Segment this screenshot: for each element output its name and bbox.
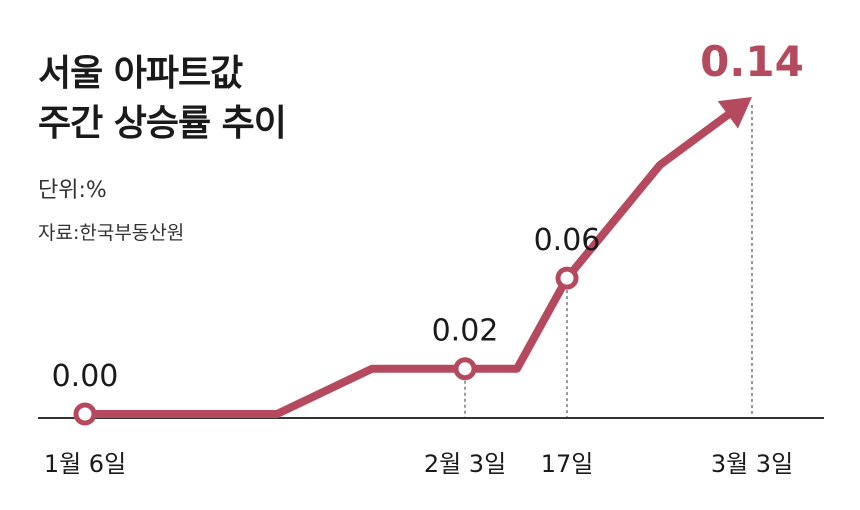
source-label: 자료:한국부동산원 <box>38 222 185 244</box>
x-tick-label: 3월 3일 <box>711 450 793 478</box>
data-label: 0.06 <box>534 223 601 258</box>
guide-lines <box>464 105 753 418</box>
chart-title-line-1: 서울 아파트값 <box>38 53 243 94</box>
unit-label: 단위:% <box>38 178 107 203</box>
data-label: 0.00 <box>52 359 119 394</box>
x-tick-label: 2월 3일 <box>424 450 506 478</box>
x-tick-layer: 1월 6일 2월 3일 17일 3월 3일 <box>44 450 793 478</box>
data-label-highlight: 0.14 <box>700 37 804 86</box>
data-point-marker <box>453 357 477 381</box>
data-point-marker <box>555 266 579 290</box>
data-point-marker <box>73 402 97 426</box>
series-layer <box>81 97 752 418</box>
series-line <box>81 108 736 418</box>
data-label: 0.02 <box>432 314 499 349</box>
data-label-layer: 0.00 0.02 0.06 0.14 <box>52 37 804 394</box>
marker-layer <box>73 266 579 426</box>
chart-title-line-2: 주간 상승률 추이 <box>38 103 287 144</box>
x-tick-label: 1월 6일 <box>44 450 126 478</box>
arrowhead <box>717 97 752 129</box>
x-tick-label: 17일 <box>541 450 594 478</box>
